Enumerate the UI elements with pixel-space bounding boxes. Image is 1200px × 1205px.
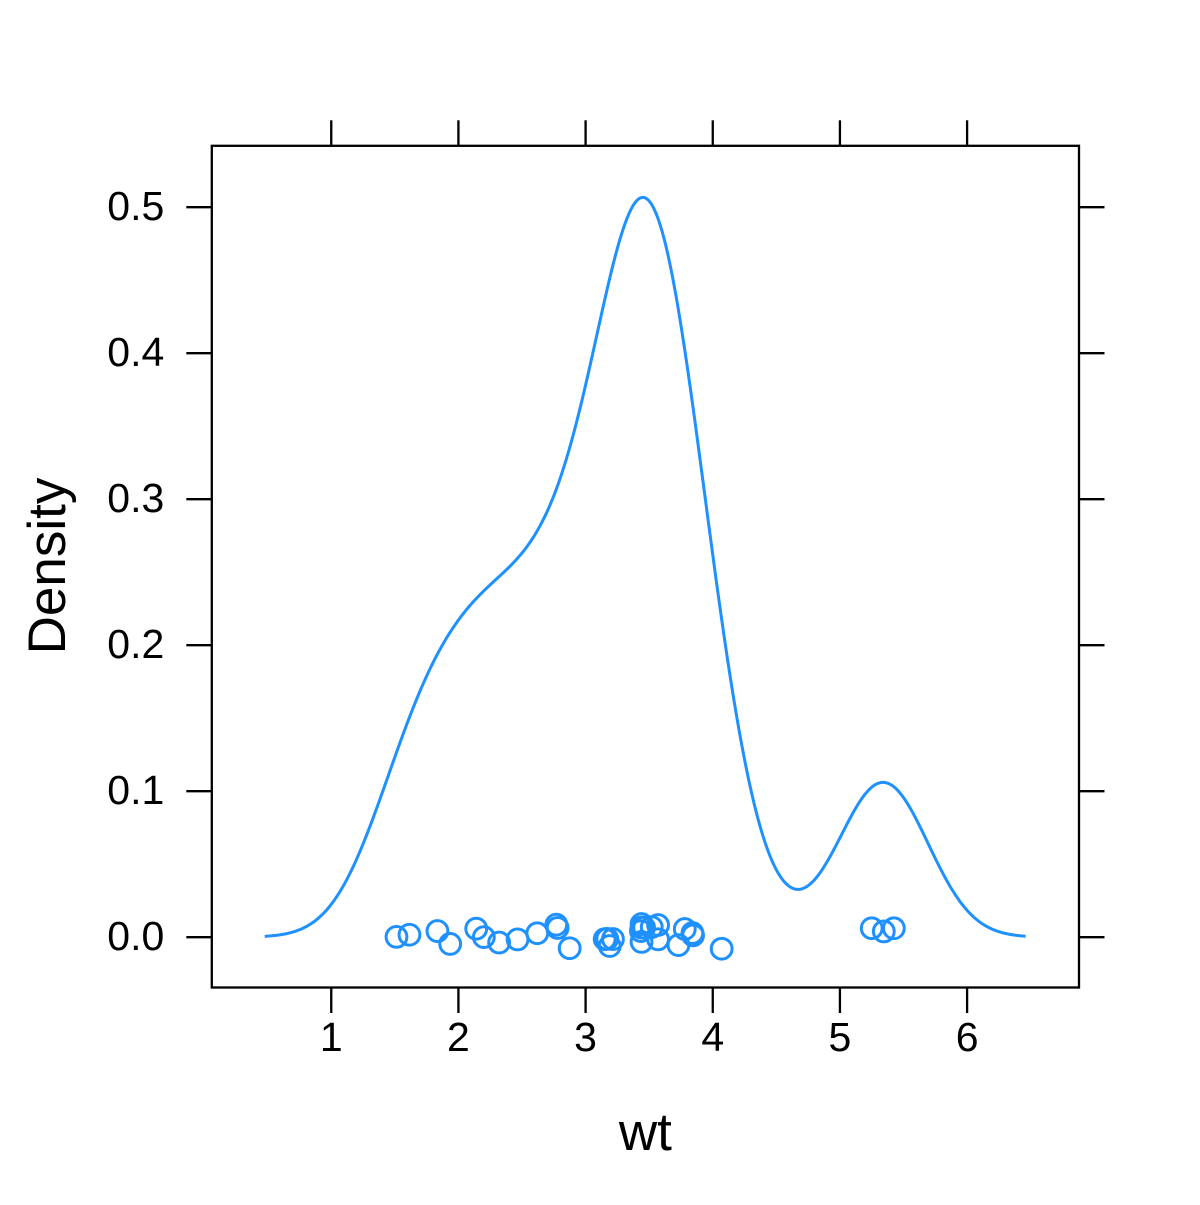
- svg-text:4: 4: [701, 1014, 724, 1060]
- svg-text:5: 5: [829, 1014, 852, 1060]
- svg-text:1: 1: [320, 1014, 343, 1060]
- svg-text:0.0: 0.0: [107, 913, 164, 959]
- svg-text:0.4: 0.4: [107, 329, 164, 375]
- svg-text:3: 3: [574, 1014, 597, 1060]
- svg-text:0.1: 0.1: [107, 767, 164, 813]
- svg-text:wt: wt: [618, 1103, 672, 1162]
- svg-text:2: 2: [447, 1014, 470, 1060]
- svg-text:0.3: 0.3: [107, 475, 164, 521]
- svg-text:0.2: 0.2: [107, 621, 164, 667]
- svg-text:Density: Density: [18, 477, 77, 654]
- svg-text:0.5: 0.5: [107, 183, 164, 229]
- svg-text:6: 6: [956, 1014, 979, 1060]
